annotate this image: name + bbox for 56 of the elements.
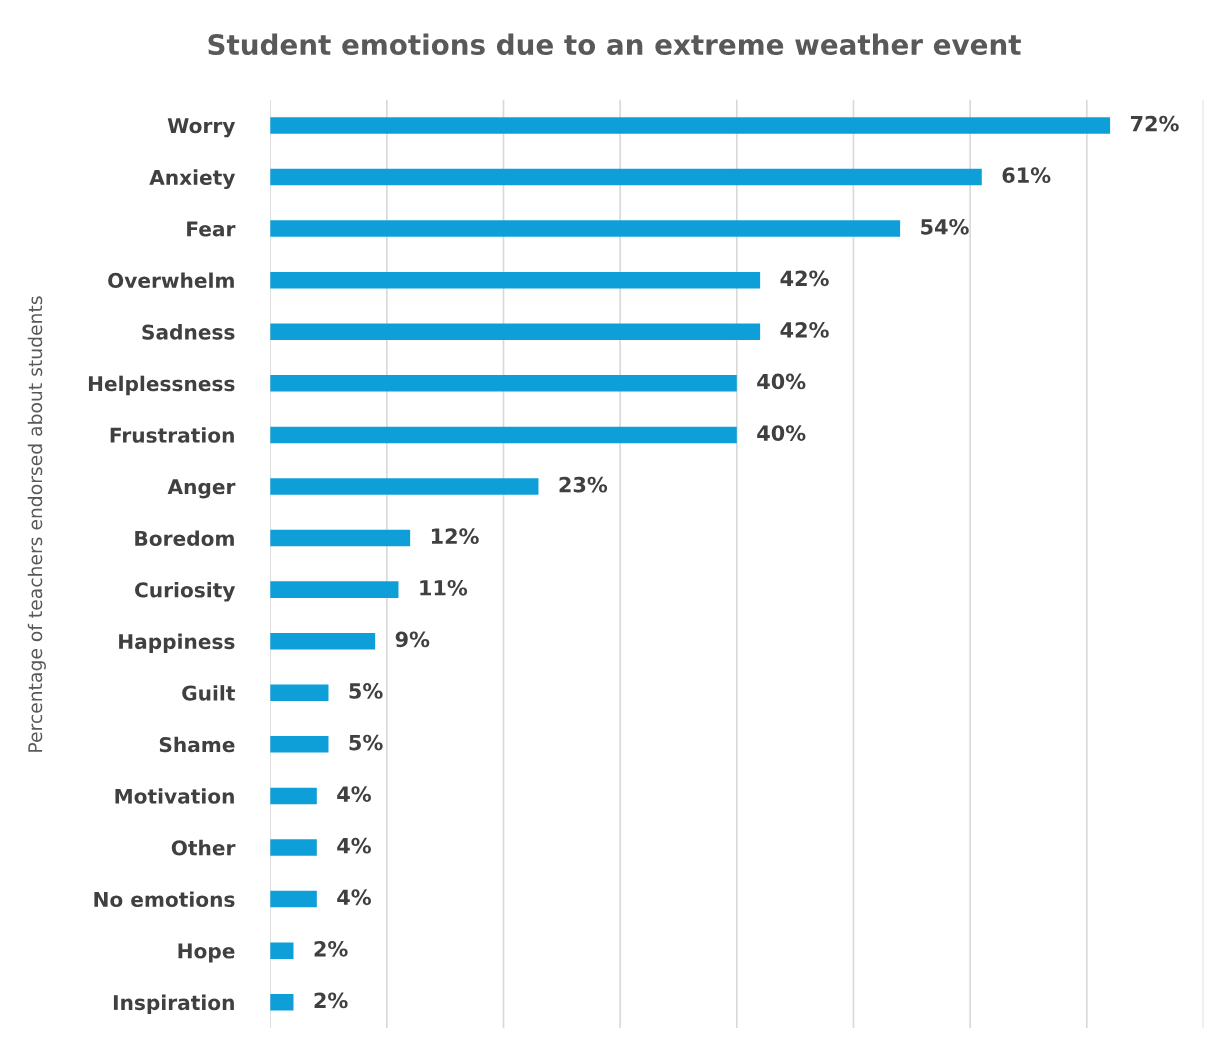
y-tick-label: Anger — [167, 479, 236, 499]
y-tick-label: Happiness — [119, 633, 235, 654]
data-label: 40% — [757, 425, 806, 441]
data-label: 40% — [757, 373, 806, 390]
y-tick-label: Overwhelm — [108, 272, 234, 289]
y-tick-label: Shame — [159, 736, 235, 753]
y-tick-label: No emotions — [94, 891, 235, 908]
bar — [270, 478, 539, 495]
y-tick-label: Anxiety — [149, 169, 236, 190]
bar — [270, 581, 399, 598]
bar — [270, 426, 737, 444]
chart-title: Student emotions due to an extreme weather event — [208, 33, 1021, 56]
data-label: 5% — [349, 683, 383, 699]
y-tick-label: Boredom — [135, 530, 234, 546]
data-label: 12% — [431, 528, 479, 545]
data-label: 72% — [1130, 115, 1179, 132]
y-axis-title: Percentage of teachers endorsed about students — [27, 296, 46, 752]
y-tick-label: Hope — [178, 943, 235, 963]
bar — [270, 375, 737, 392]
data-label: 5% — [349, 734, 383, 751]
bar — [270, 168, 982, 186]
data-label: 9% — [395, 631, 430, 648]
bar — [270, 117, 1111, 134]
bar — [270, 271, 761, 289]
data-label: 42% — [780, 270, 829, 287]
y-tick-label: Sadness — [142, 324, 235, 340]
y-tick-label: Frustration — [110, 427, 234, 443]
bar — [270, 839, 317, 856]
data-label: 54% — [921, 218, 969, 235]
y-tick-label: Motivation — [115, 788, 234, 804]
data-label: 2% — [314, 992, 348, 1009]
bar — [270, 993, 294, 1011]
bar — [270, 684, 329, 702]
data-label: 2% — [314, 940, 348, 957]
y-tick-label: Worry — [167, 118, 236, 138]
data-label: 42% — [780, 322, 829, 338]
y-tick-label: Inspiration — [113, 994, 234, 1015]
data-label: 23% — [559, 476, 608, 493]
bar — [270, 942, 294, 959]
y-tick-label: Fear — [187, 221, 236, 237]
data-label: 4% — [337, 889, 371, 906]
bar — [270, 220, 901, 237]
y-tick-label: Guilt — [182, 685, 235, 701]
bar — [270, 529, 411, 547]
data-label: 61% — [1002, 167, 1051, 184]
y-tick-label: Other — [171, 839, 236, 856]
data-label: 4% — [337, 786, 371, 802]
data-label: 4% — [337, 837, 371, 854]
y-tick-label: Curiosity — [135, 581, 236, 602]
bar — [270, 787, 317, 805]
bar — [270, 890, 317, 908]
y-tick-label: Helplessness — [88, 375, 235, 396]
bar — [270, 632, 376, 650]
bar — [270, 736, 329, 753]
bar — [270, 323, 761, 340]
data-label: 11% — [420, 579, 468, 596]
